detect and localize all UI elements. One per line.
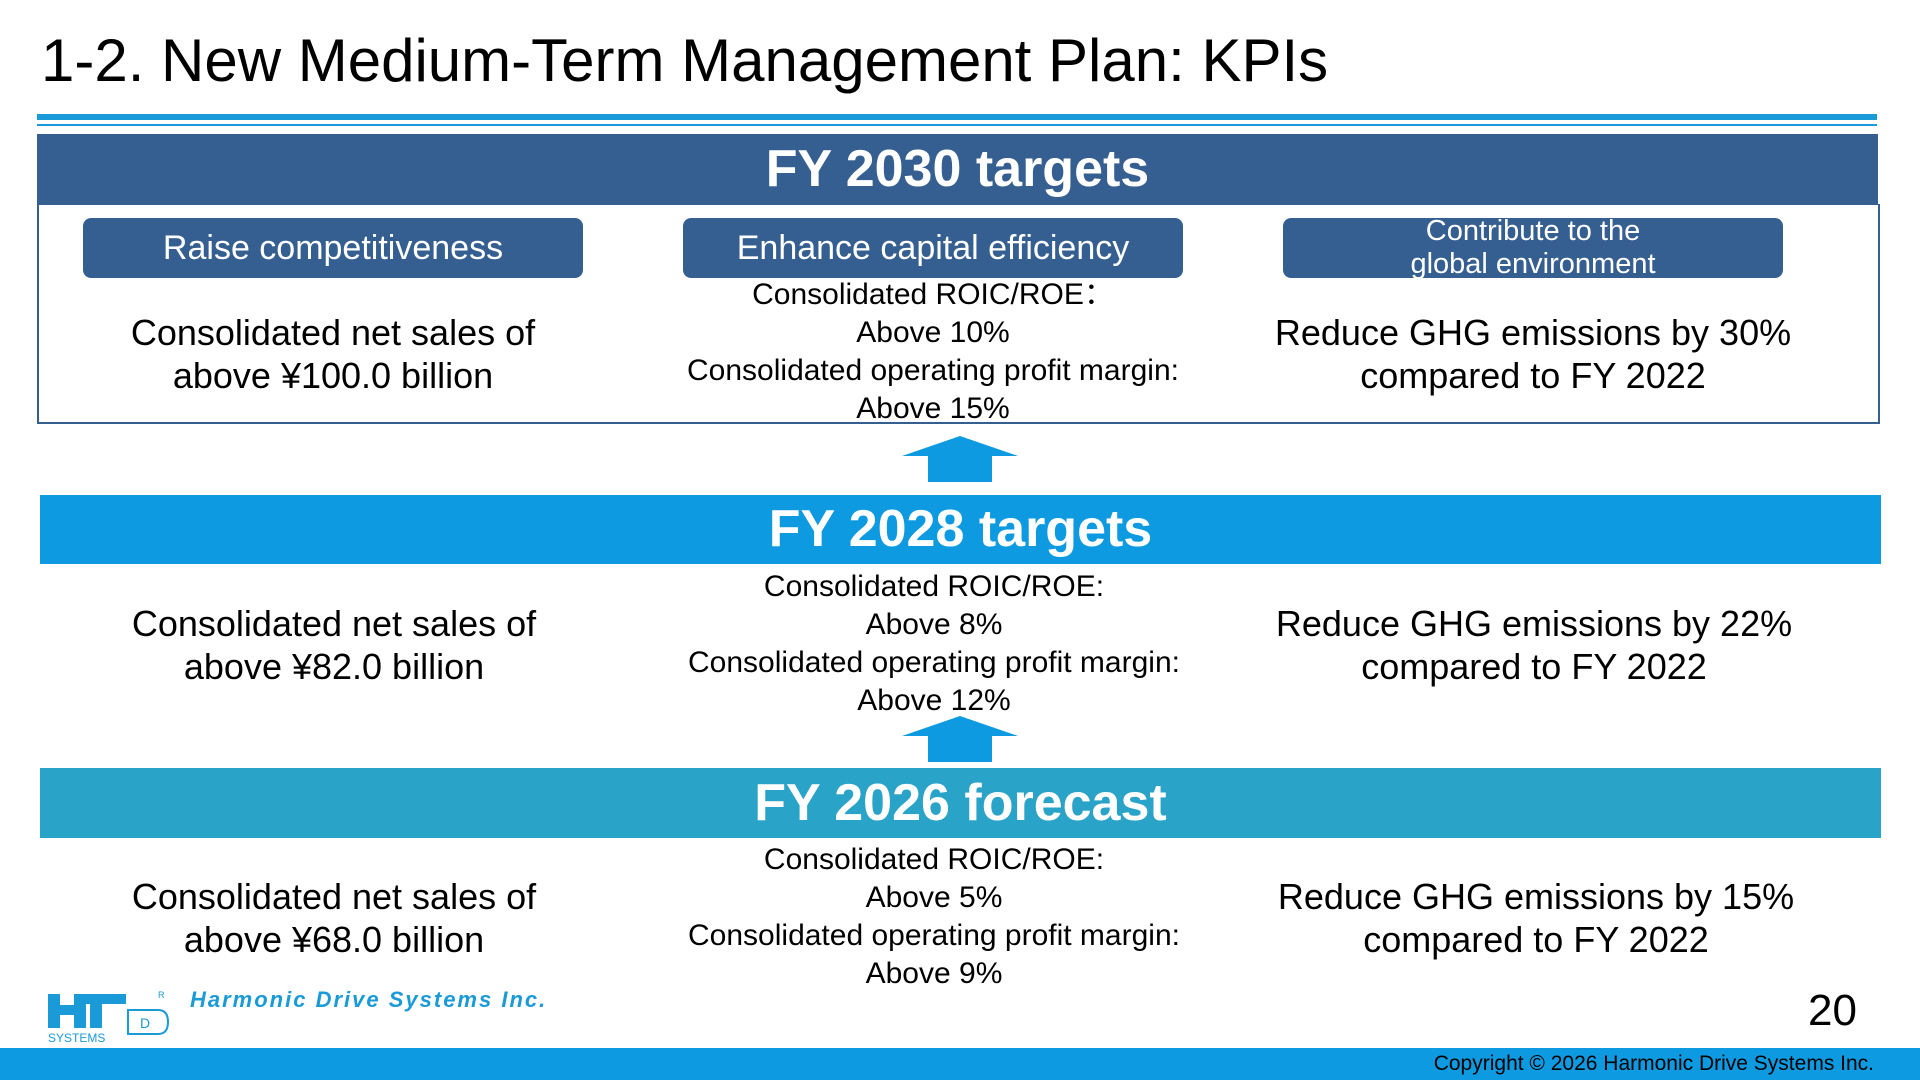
fy2026-capital-efficiency: Consolidated ROIC/ROE: Above 5% Consolid…: [634, 841, 1234, 993]
fy2028-ghg-line1: Reduce GHG emissions by 22%: [1275, 603, 1793, 644]
pillar-global-environment-line1: Contribute to the: [1425, 215, 1641, 247]
fy2026-sales-line1: Consolidated net sales of: [131, 876, 537, 917]
company-logo: D R SYSTEMS: [48, 990, 170, 1044]
fy2028-heading: FY 2028 targets: [40, 495, 1881, 564]
pillar-global-environment-line2: global environment: [1410, 248, 1656, 280]
title-divider-thin: [37, 124, 1877, 126]
fy2026-heading: FY 2026 forecast: [40, 768, 1881, 838]
fy2026-roic-line2: Above 5%: [865, 881, 1003, 914]
fy2028-margin-line2: Above 12%: [857, 684, 1011, 717]
fy2030-sales: Consolidated net sales of above ¥100.0 b…: [83, 311, 583, 397]
fy2026-margin-line1: Consolidated operating profit margin:: [688, 919, 1180, 952]
fy2026-ghg: Reduce GHG emissions by 15% compared to …: [1236, 875, 1836, 961]
footer-bar: [0, 1048, 1920, 1080]
fy2026-ghg-line2: compared to FY 2022: [1363, 919, 1709, 960]
company-name: Harmonic Drive Systems Inc.: [190, 987, 548, 1012]
fy2030-heading: FY 2030 targets: [37, 134, 1878, 205]
fy2026-margin-line2: Above 9%: [865, 957, 1003, 990]
fy2030-sales-line2: above ¥100.0 billion: [172, 355, 494, 396]
svg-text:R: R: [158, 990, 165, 1000]
fy2028-ghg: Reduce GHG emissions by 22% compared to …: [1234, 602, 1834, 688]
fy2030-margin-line1: Consolidated operating profit margin:: [687, 354, 1179, 387]
fy2026-roic-line1: Consolidated ROIC/ROE:: [763, 843, 1105, 876]
fy2026-sales: Consolidated net sales of above ¥68.0 bi…: [84, 875, 584, 961]
fy2026-sales-line2: above ¥68.0 billion: [183, 919, 485, 960]
fy2030-capital-efficiency: Consolidated ROIC/ROE： Above 10% Consoli…: [633, 276, 1233, 428]
fy2030-roic-line1: Consolidated ROIC/ROE：: [752, 278, 1114, 311]
fy2028-capital-efficiency: Consolidated ROIC/ROE: Above 8% Consolid…: [634, 568, 1234, 720]
up-arrow-icon: [902, 716, 1018, 762]
fy2028-margin-line1: Consolidated operating profit margin:: [688, 646, 1180, 679]
pillar-capital-efficiency: Enhance capital efficiency: [683, 218, 1183, 278]
fy2030-ghg-line2: compared to FY 2022: [1360, 355, 1706, 396]
fy2028-sales-line1: Consolidated net sales of: [131, 603, 537, 644]
up-arrow-icon: [902, 436, 1018, 482]
title-divider-thick: [37, 114, 1877, 120]
pillar-raise-competitiveness: Raise competitiveness: [83, 218, 583, 278]
copyright-text: Copyright © 2026 Harmonic Drive Systems …: [1433, 1052, 1874, 1075]
logo-text: SYSTEMS: [48, 1031, 105, 1044]
fy2030-sales-line1: Consolidated net sales of: [130, 312, 536, 353]
fy2028-roic-line2: Above 8%: [865, 608, 1003, 641]
fy2030-box: [37, 204, 1880, 424]
fy2028-roic-line1: Consolidated ROIC/ROE:: [763, 570, 1105, 603]
fy2026-ghg-line1: Reduce GHG emissions by 15%: [1277, 876, 1795, 917]
fy2030-ghg-line1: Reduce GHG emissions by 30%: [1274, 312, 1792, 353]
pillar-global-environment: Contribute to the global environment: [1283, 215, 1783, 280]
fy2028-sales: Consolidated net sales of above ¥82.0 bi…: [84, 602, 584, 688]
page-number: 20: [1808, 986, 1857, 1035]
fy2030-roic-line2: Above 10%: [856, 316, 1010, 349]
fy2030-ghg: Reduce GHG emissions by 30% compared to …: [1233, 311, 1833, 397]
svg-text:D: D: [140, 1015, 150, 1031]
fy2028-sales-line2: above ¥82.0 billion: [183, 646, 485, 687]
fy2028-ghg-line2: compared to FY 2022: [1361, 646, 1707, 687]
page-title: 1-2. New Medium-Term Management Plan: KP…: [41, 27, 1329, 94]
fy2030-margin-line2: Above 15%: [856, 392, 1010, 425]
